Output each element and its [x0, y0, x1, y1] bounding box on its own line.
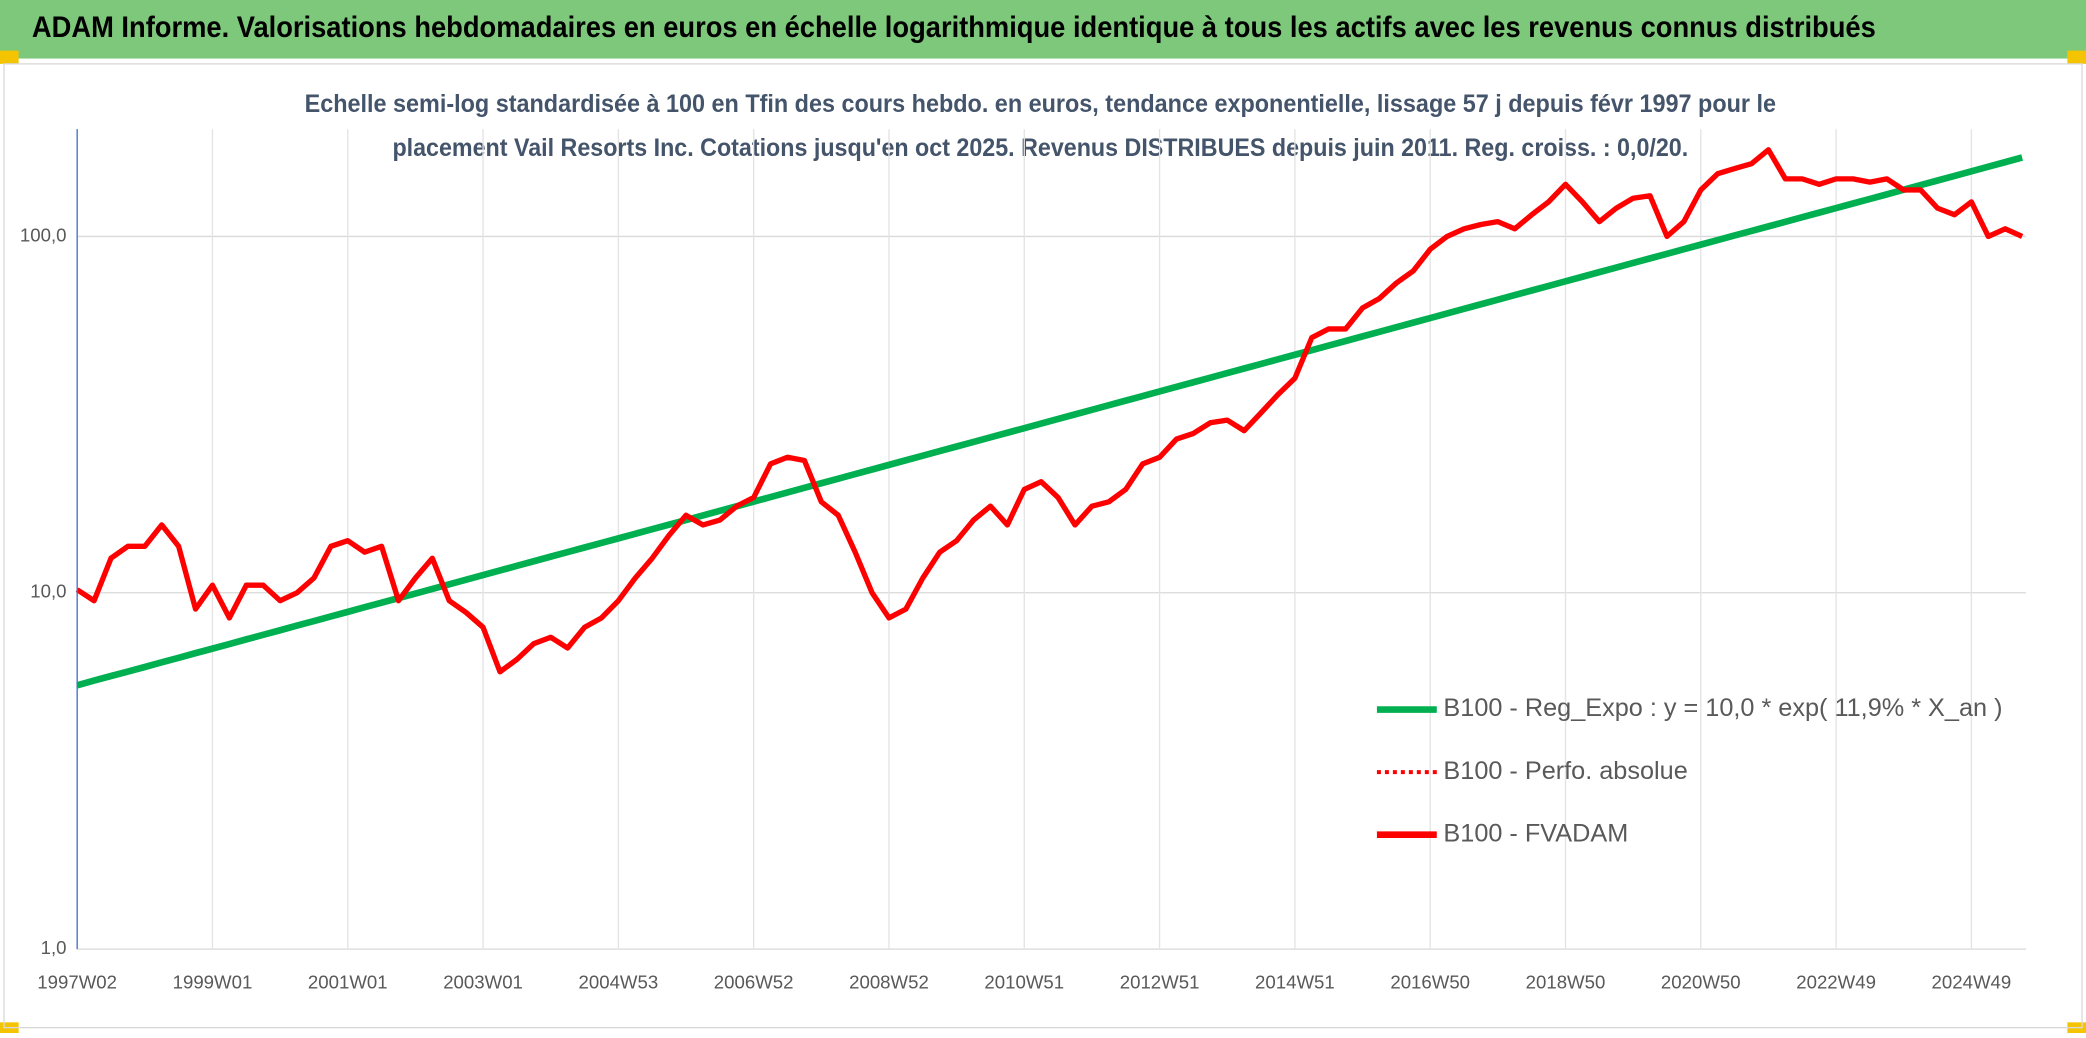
chart-subtitle: Echelle semi-log standardisée à 100 en T…: [305, 90, 1776, 118]
x-tick-label: 2024W49: [1932, 972, 2012, 993]
x-tick-label: 2003W01: [443, 972, 523, 993]
chart-title: ADAM Informe. Valorisations hebdomadaire…: [32, 12, 1876, 44]
x-tick-label: 1999W01: [173, 972, 253, 993]
x-tick-label: 1997W02: [37, 972, 117, 993]
legend-label: B100 - Reg_Expo : y = 10,0 * exp( 11,9% …: [1443, 694, 2002, 722]
x-tick-label: 2004W53: [579, 972, 659, 993]
x-tick-label: 2022W49: [1796, 972, 1876, 993]
y-tick-label: 10,0: [30, 581, 66, 602]
x-tick-label: 2008W52: [849, 972, 929, 993]
x-tick-label: 2012W51: [1120, 972, 1200, 993]
corner-mark: [0, 50, 19, 64]
x-tick-label: 2018W50: [1526, 972, 1606, 993]
x-tick-label: 2006W52: [714, 972, 794, 993]
x-tick-label: 2001W01: [308, 972, 388, 993]
y-tick-label: 1,0: [41, 937, 67, 958]
series-line: [75, 147, 2024, 675]
x-tick-label: 2010W51: [984, 972, 1064, 993]
legend-label: B100 - Perfo. absolue: [1443, 757, 1687, 785]
plot: [75, 147, 2024, 689]
legend-label: B100 - FVADAM: [1443, 819, 1628, 847]
x-tick-label: 2020W50: [1661, 972, 1741, 993]
header-bar: [0, 0, 2086, 59]
legend: B100 - Reg_Expo : y = 10,0 * exp( 11,9% …: [1376, 694, 2002, 847]
x-tick-label: 2014W51: [1255, 972, 1335, 993]
chart-subtitle: placement Vail Resorts Inc. Cotations ju…: [392, 134, 1688, 162]
y-tick-label: 100,0: [20, 224, 67, 245]
chart-frame: [3, 63, 2083, 1029]
corner-mark: [2067, 50, 2086, 64]
grid: 1,0 10,0 100,0 1997W02 1999W01 2001W01 2003W01…: [20, 129, 2027, 993]
x-tick-label: 2016W50: [1390, 972, 1470, 993]
